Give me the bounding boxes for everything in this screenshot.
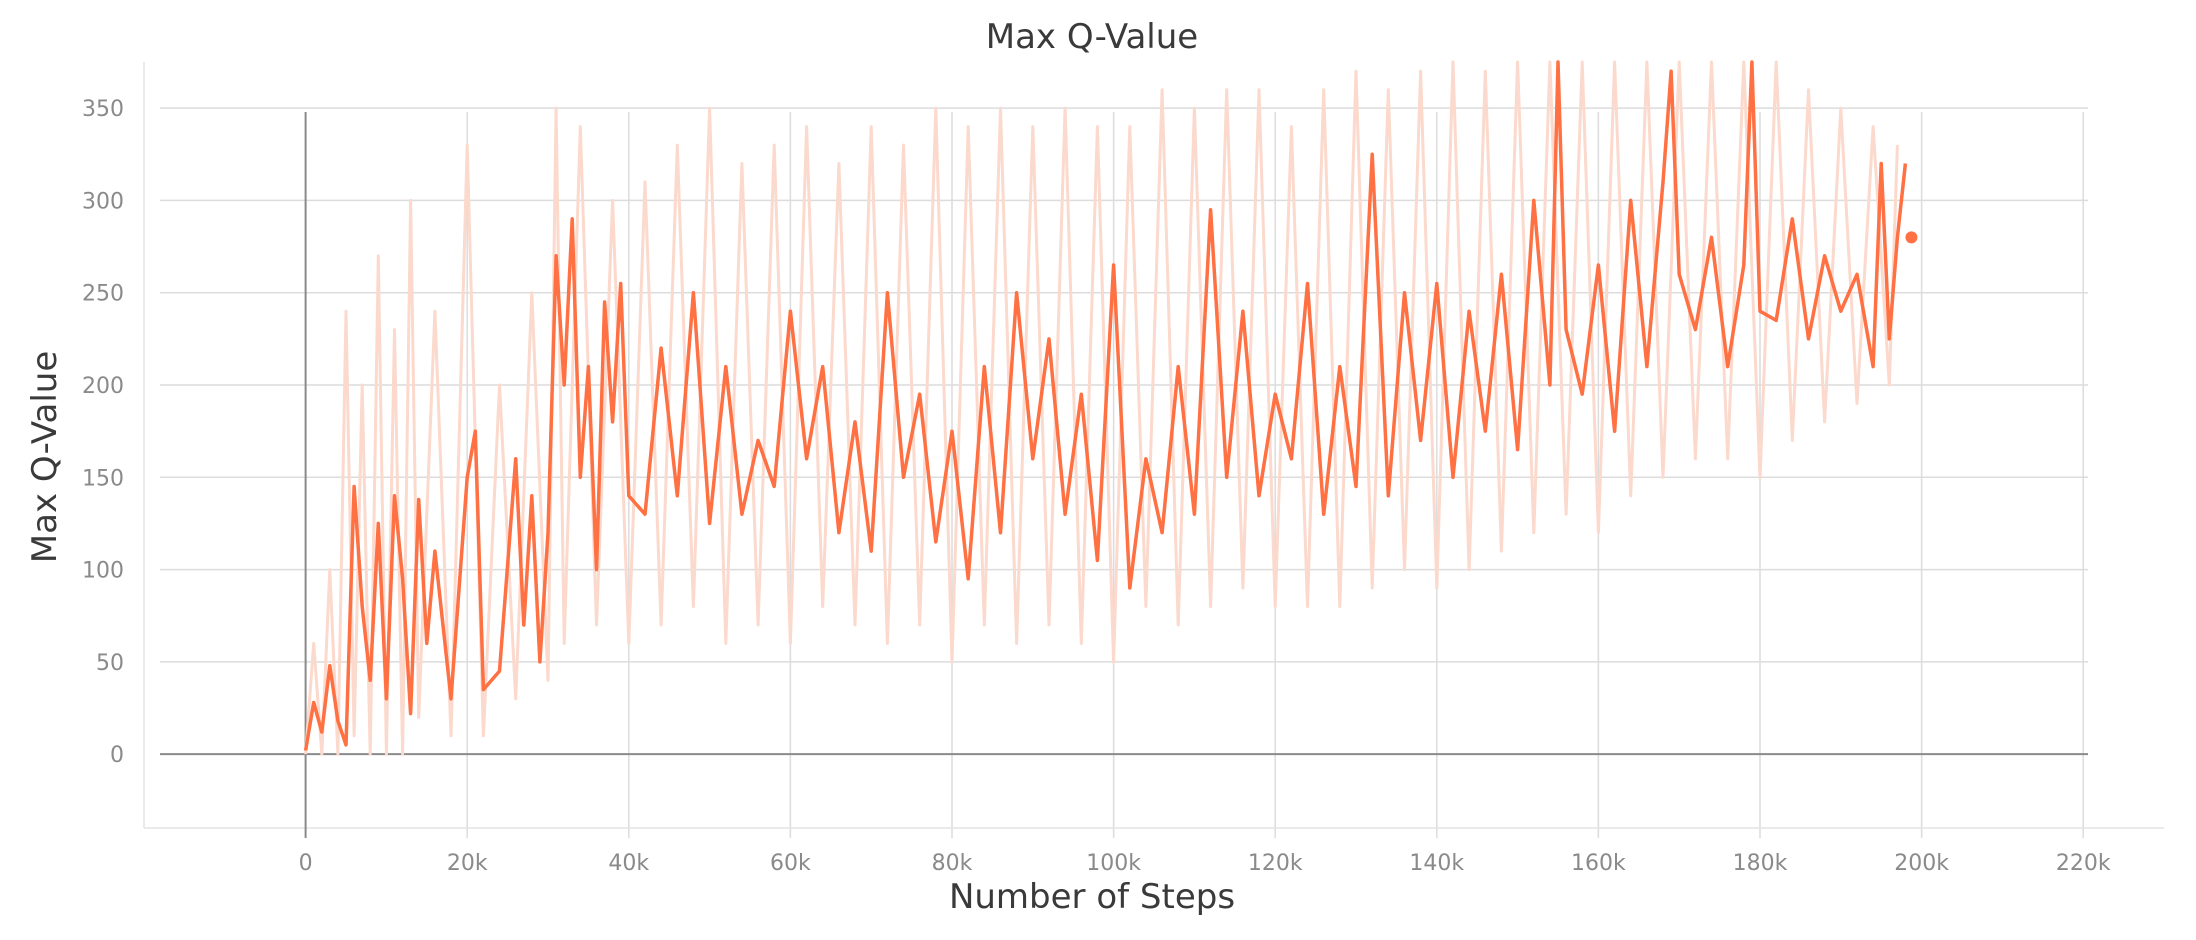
x-tick-label: 140k (1409, 851, 1464, 876)
last-point-marker (1905, 231, 1918, 244)
x-tick-label: 60k (770, 851, 811, 876)
x-axis-title: Number of Steps (949, 877, 1235, 917)
y-tick-label: 350 (82, 97, 124, 122)
x-tick-label: 20k (447, 851, 488, 876)
raw-series-line (304, 60, 1899, 756)
y-tick-label: 200 (82, 374, 124, 399)
y-tick-label: 100 (82, 559, 124, 584)
tick-labels: 0 50 100 150 200 250 300 350 0 20k 40k 60k 80k 100k 12… (82, 97, 2111, 876)
grid (143, 62, 2164, 838)
axes (160, 112, 2088, 838)
x-tick-label: 220k (2056, 851, 2111, 876)
x-tick-label: 160k (1571, 851, 1626, 876)
x-tick-label: 100k (1086, 851, 1141, 876)
y-tick-label: 300 (82, 189, 124, 214)
x-tick-label: 0 (299, 851, 313, 876)
y-tick-label: 250 (82, 282, 124, 307)
x-tick-label: 180k (1733, 851, 1788, 876)
y-axis-title: Max Q-Value (25, 351, 65, 563)
x-tick-label: 80k (932, 851, 973, 876)
smoothed-series-line (303, 60, 1908, 751)
raw-series (304, 60, 1899, 756)
smoothed-series (303, 60, 1918, 751)
x-tick-label: 200k (1894, 851, 1949, 876)
x-tick-label: 120k (1248, 851, 1303, 876)
y-tick-label: 50 (96, 651, 124, 676)
y-tick-label: 150 (82, 466, 124, 491)
y-tick-label: 0 (110, 743, 124, 768)
chart-title: Max Q-Value (986, 17, 1198, 57)
x-tick-label: 40k (608, 851, 649, 876)
